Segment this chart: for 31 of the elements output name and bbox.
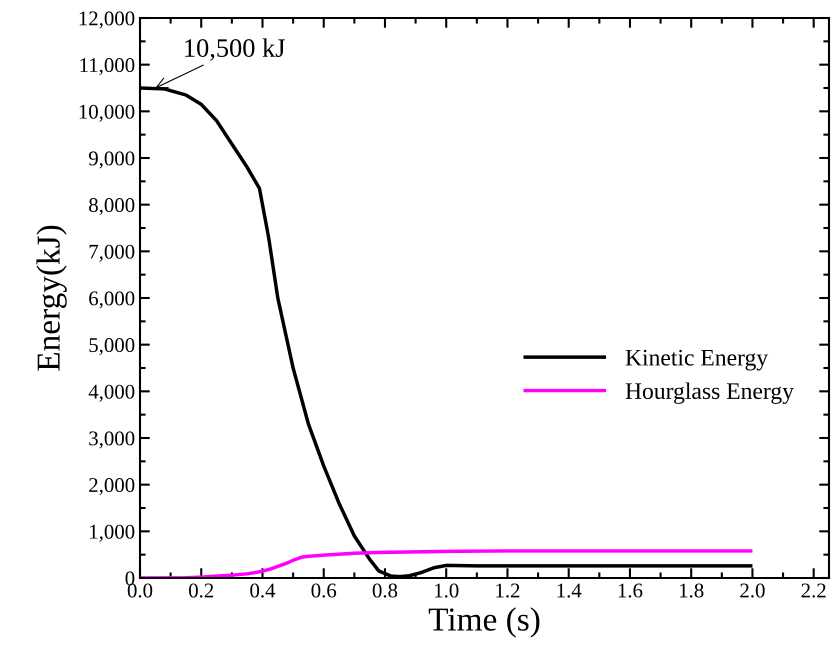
y-tick-label: 12,000 bbox=[80, 11, 134, 28]
x-tick-label: 2.2 bbox=[802, 584, 826, 598]
y-tick-label: 5,000 bbox=[89, 338, 134, 356]
y-tick-label: 11,000 bbox=[80, 58, 134, 76]
annotation: 10,500 kJ bbox=[185, 38, 285, 61]
y-tick-label: 9,000 bbox=[88, 151, 134, 168]
x-axis-title: Time (s) bbox=[428, 607, 540, 638]
y-tick-label: 2,000 bbox=[89, 478, 134, 496]
y-tick-label: 6,000 bbox=[89, 291, 134, 308]
x-tick-label: 0.0 bbox=[128, 583, 152, 598]
legend-label: Hourglass Energy bbox=[626, 382, 794, 404]
x-tick-label: 2.0 bbox=[740, 583, 765, 598]
x-tick-label: 0.2 bbox=[189, 583, 214, 598]
x-tick-label: 1.0 bbox=[435, 583, 458, 598]
line-series bbox=[140, 549, 754, 578]
x-tick-label: 1.2 bbox=[496, 584, 520, 598]
y-tick-label: 8,000 bbox=[89, 198, 134, 216]
x-tick-label: 0.6 bbox=[312, 583, 336, 598]
y-axis-title: Energy(kJ) bbox=[36, 226, 67, 371]
y-tick-label: 4,000 bbox=[88, 384, 134, 402]
x-tick-label: 1.6 bbox=[618, 584, 642, 598]
y-tick-label: 3,000 bbox=[89, 431, 134, 448]
x-tick-label: 0.4 bbox=[250, 583, 276, 598]
x-tick-label: 1.4 bbox=[558, 584, 582, 598]
y-tick-label: 7,000 bbox=[90, 244, 134, 262]
legend-label: Kinetic Energy bbox=[626, 350, 768, 370]
y-tick-label: 1,000 bbox=[90, 524, 134, 542]
x-tick-label: 0.8 bbox=[372, 583, 398, 598]
x-tick-label: 1.8 bbox=[680, 583, 704, 598]
y-tick-label: 10,000 bbox=[80, 104, 134, 122]
y-tick-label: 0 bbox=[126, 571, 134, 586]
